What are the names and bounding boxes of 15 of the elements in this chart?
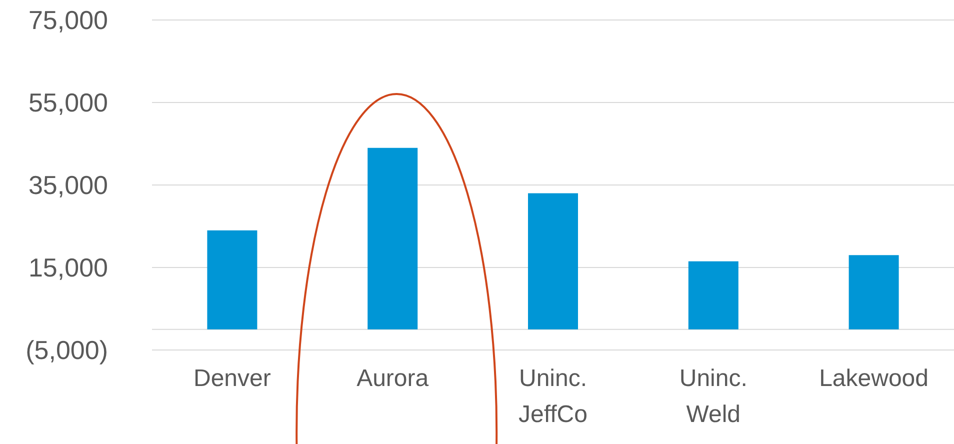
- y-tick-label: 15,000: [28, 252, 108, 283]
- bar: [368, 148, 418, 330]
- bar: [688, 261, 738, 330]
- x-tick-label: Denver: [194, 365, 271, 392]
- bar: [848, 255, 899, 330]
- y-tick-label: 75,000: [28, 5, 108, 36]
- x-tick-label: Aurora: [356, 365, 430, 392]
- x-tick-label: Lakewood: [819, 365, 929, 392]
- x-tick-label: Uninc. Weld: [679, 365, 748, 428]
- y-tick-label: (5,000): [26, 335, 108, 366]
- bar: [207, 230, 258, 330]
- y-tick-label: 35,000: [28, 170, 108, 200]
- x-tick-label: Uninc. JeffCo: [518, 365, 588, 428]
- y-tick-label: 55,000: [28, 88, 108, 118]
- bar: [528, 193, 578, 330]
